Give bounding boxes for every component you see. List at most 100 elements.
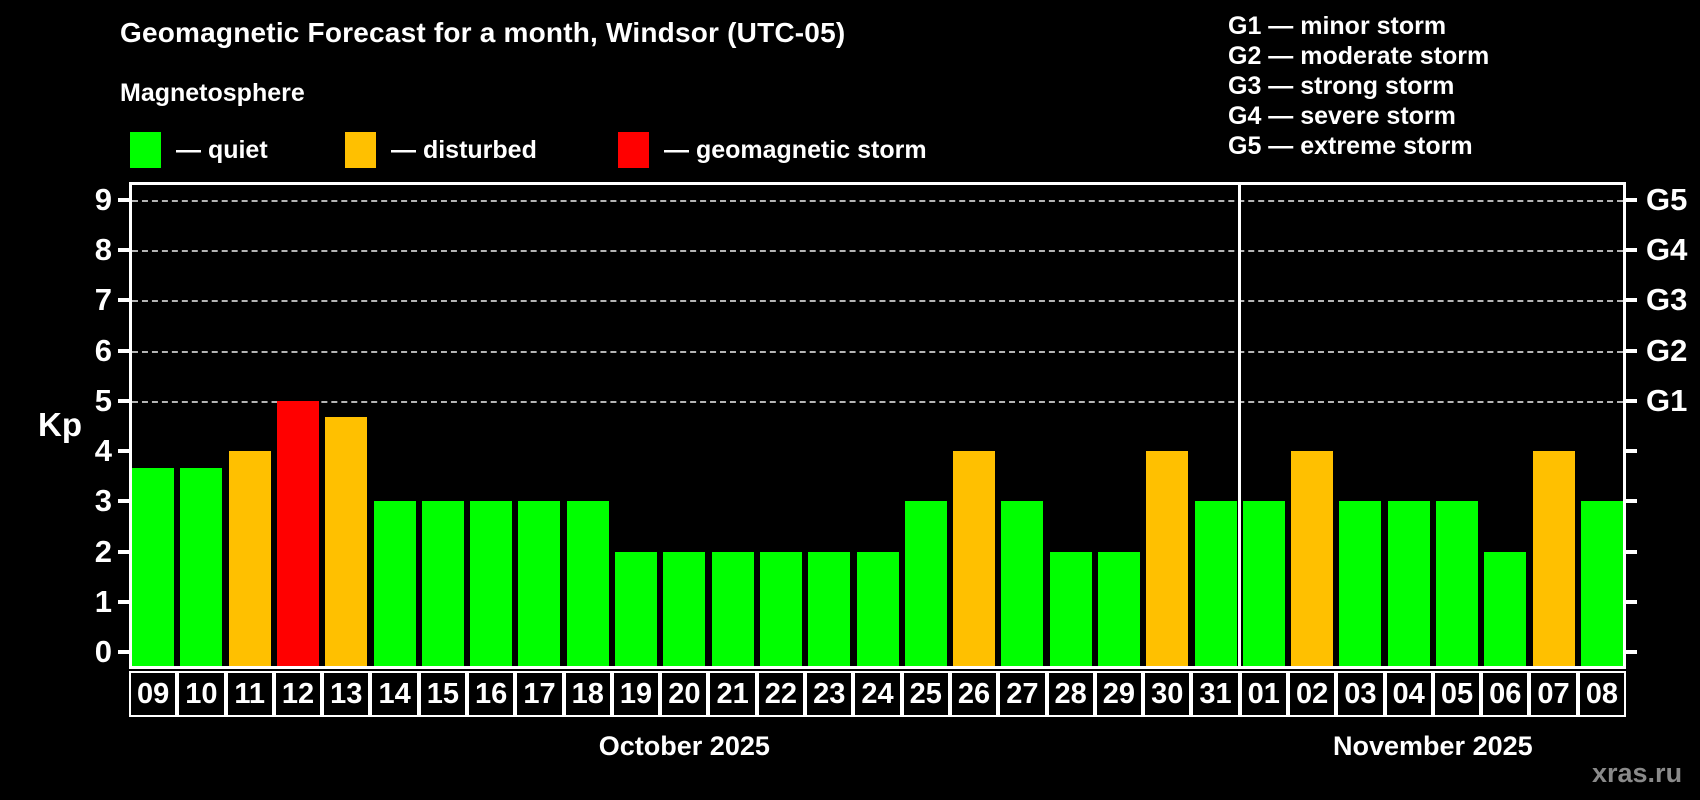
y-axis-label-9: 9 bbox=[94, 182, 112, 218]
legend-label-storm: — geomagnetic storm bbox=[664, 135, 927, 164]
kp-bar-day-24 bbox=[856, 551, 899, 669]
g-scale-tick bbox=[1626, 549, 1637, 554]
gridline-kp-8 bbox=[132, 250, 1623, 253]
kp-bar-day-02 bbox=[1291, 451, 1334, 669]
day-cell-14: 14 bbox=[370, 671, 419, 717]
kp-bar-day-19 bbox=[615, 551, 658, 669]
y-axis-tick bbox=[118, 298, 129, 303]
day-cell-02: 02 bbox=[1287, 671, 1337, 717]
kp-bar-day-23 bbox=[808, 551, 851, 669]
day-cell-29: 29 bbox=[1094, 671, 1144, 717]
month-label-1: November 2025 bbox=[1333, 731, 1533, 761]
storm-scale-line: G3 — strong storm bbox=[1228, 72, 1455, 100]
kp-bar-day-07 bbox=[1532, 451, 1575, 669]
storm-scale-line: G4 — severe storm bbox=[1228, 102, 1456, 130]
g-scale-label-G4: G4 bbox=[1646, 232, 1688, 268]
day-cell-19: 19 bbox=[611, 671, 661, 717]
day-cell-25: 25 bbox=[901, 671, 950, 717]
day-cell-04: 04 bbox=[1384, 671, 1433, 717]
day-cell-16: 16 bbox=[467, 671, 516, 717]
y-axis-tick bbox=[118, 348, 129, 353]
kp-bar-day-03 bbox=[1339, 501, 1382, 669]
g-scale-tick bbox=[1626, 650, 1637, 654]
day-cell-21: 21 bbox=[708, 671, 757, 717]
legend-swatch-quiet bbox=[130, 132, 161, 168]
y-axis-label-0: 0 bbox=[94, 634, 112, 669]
day-cell-12: 12 bbox=[273, 671, 323, 717]
kp-bar-day-16 bbox=[470, 501, 513, 669]
y-axis-label-1: 1 bbox=[94, 583, 112, 619]
day-cell-13: 13 bbox=[322, 671, 371, 717]
magnetosphere-label: Magnetosphere bbox=[120, 79, 305, 107]
kp-bar-day-12 bbox=[277, 400, 320, 669]
y-axis-tick bbox=[118, 650, 129, 654]
kp-bar-day-05 bbox=[1435, 501, 1478, 669]
kp-bar-day-11 bbox=[228, 451, 271, 669]
y-axis-tick bbox=[118, 549, 129, 554]
y-axis-label-3: 3 bbox=[94, 483, 112, 519]
y-axis-tick bbox=[118, 499, 129, 504]
day-cell-23: 23 bbox=[805, 671, 854, 717]
kp-bar-day-04 bbox=[1387, 501, 1430, 669]
kp-bar-day-20 bbox=[663, 551, 706, 669]
month-label-0: October 2025 bbox=[598, 731, 770, 761]
y-axis-tick bbox=[118, 599, 129, 604]
y-axis-label-6: 6 bbox=[94, 332, 112, 368]
day-cell-15: 15 bbox=[418, 671, 468, 717]
kp-bar-day-01 bbox=[1242, 501, 1285, 669]
g-scale-label-G3: G3 bbox=[1646, 282, 1688, 318]
kp-bar-day-22 bbox=[759, 551, 802, 669]
kp-bar-day-18 bbox=[566, 501, 609, 669]
legend-item-quiet: — quiet bbox=[130, 131, 268, 169]
y-axis-tick bbox=[118, 248, 129, 253]
g-scale-tick bbox=[1626, 298, 1637, 303]
kp-bar-day-17 bbox=[518, 501, 561, 669]
kp-bar-day-14 bbox=[373, 501, 416, 669]
g-scale-label-G2: G2 bbox=[1646, 332, 1688, 368]
y-axis-tick bbox=[118, 449, 129, 454]
day-cell-18: 18 bbox=[563, 671, 612, 717]
g-scale-tick bbox=[1626, 398, 1637, 403]
storm-scale-line: G1 — minor storm bbox=[1228, 12, 1447, 40]
g-scale-tick bbox=[1626, 599, 1637, 604]
legend-label-disturbed: — disturbed bbox=[391, 135, 537, 164]
kp-bar-day-06 bbox=[1484, 551, 1527, 669]
kp-bar-day-09 bbox=[132, 467, 175, 669]
legend-swatch-disturbed bbox=[345, 132, 376, 168]
kp-bar-day-13 bbox=[325, 417, 368, 669]
g-scale-label-G5: G5 bbox=[1646, 182, 1688, 218]
day-cell-05: 05 bbox=[1432, 671, 1482, 717]
y-axis-title: Kp bbox=[38, 406, 82, 443]
day-cell-30: 30 bbox=[1143, 671, 1192, 717]
y-axis-label-4: 4 bbox=[94, 433, 112, 469]
watermark: xras.ru bbox=[1592, 758, 1683, 788]
day-cell-03: 03 bbox=[1336, 671, 1385, 717]
gridline-kp-9 bbox=[132, 200, 1623, 203]
legend-item-storm: — geomagnetic storm bbox=[618, 131, 927, 169]
storm-scale-legend: G1 — minor storm G2 — moderate storm G3 — … bbox=[1228, 11, 1489, 161]
kp-bar-day-25 bbox=[904, 501, 947, 669]
day-cell-26: 26 bbox=[949, 671, 999, 717]
legend-label-quiet: — quiet bbox=[176, 135, 268, 164]
day-cell-22: 22 bbox=[756, 671, 806, 717]
day-cell-09: 09 bbox=[129, 671, 178, 717]
y-axis-tick bbox=[118, 398, 129, 403]
day-cell-08: 08 bbox=[1577, 671, 1626, 717]
day-cell-17: 17 bbox=[515, 671, 564, 717]
y-axis-label-2: 2 bbox=[94, 533, 112, 569]
y-axis-label-8: 8 bbox=[94, 232, 112, 268]
day-cell-27: 27 bbox=[998, 671, 1047, 717]
kp-bar-day-08 bbox=[1580, 501, 1623, 669]
y-axis-label-5: 5 bbox=[94, 382, 112, 418]
g-scale-label-G1: G1 bbox=[1646, 382, 1688, 418]
kp-bar-day-28 bbox=[1049, 551, 1092, 669]
kp-bar-day-26 bbox=[953, 451, 996, 669]
g-scale-tick bbox=[1626, 348, 1637, 353]
g-scale-tick bbox=[1626, 449, 1637, 454]
kp-bar-day-30 bbox=[1146, 451, 1189, 669]
g-scale-tick bbox=[1626, 499, 1637, 504]
day-cell-07: 07 bbox=[1529, 671, 1578, 717]
y-axis-label-7: 7 bbox=[94, 282, 112, 318]
kp-bar-day-21 bbox=[711, 551, 754, 669]
